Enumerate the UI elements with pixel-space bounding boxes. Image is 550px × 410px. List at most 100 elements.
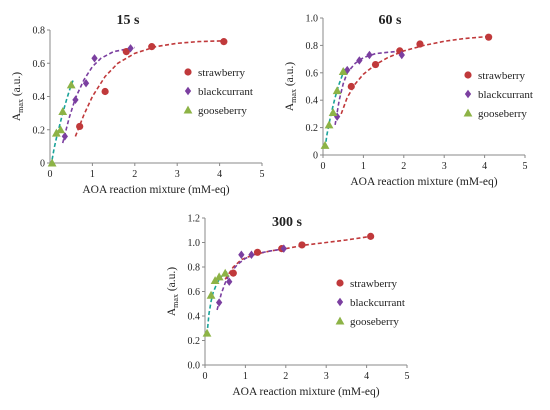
point-strawberry: [76, 122, 84, 131]
chart-panel-1: 15 s 0 0.2 0.4 0.6 0.8 0 1 2 3 4 5 AOA reaction mixt…: [11, 13, 265, 196]
point-gooseberry: [206, 290, 216, 299]
point-strawberry: [347, 82, 355, 91]
y-tick-label: 0.2: [33, 125, 46, 136]
x-tick-label: 5: [260, 169, 265, 180]
y-tick-label: 0.4: [33, 92, 46, 103]
chart-panel-3: 300 s 0.0 0.2 0.4 0.6 0.8 1.0 1.2 0 1 2 3 4 5 AOA reac…: [166, 214, 410, 399]
y-tick-label: 0.4: [188, 312, 201, 323]
legend-label-blackcurrant: blackcurrant: [198, 86, 253, 98]
point-strawberry: [367, 232, 375, 240]
x-axis-label: AOA reaction mixture (mM-eq): [232, 386, 379, 398]
y-tick-label: 1.2: [188, 214, 201, 225]
x-tick-label: 2: [401, 161, 406, 172]
x-tick-label: 3: [175, 169, 180, 180]
point-blackcurrant: [366, 50, 373, 60]
legend-marker-gooseberry: [335, 316, 345, 325]
legend-label-blackcurrant: blackcurrant: [478, 89, 533, 101]
x-tick-label: 3: [324, 371, 329, 382]
fit-curve-gooseberry: [324, 68, 346, 149]
point-strawberry: [148, 43, 156, 51]
chart-title: 300 s: [272, 215, 303, 230]
x-tick-label: 5: [523, 161, 528, 172]
y-tick-label: 0.6: [306, 68, 319, 79]
legend-marker-strawberry: [336, 279, 344, 287]
point-gooseberry: [324, 120, 334, 129]
fit-curve-gooseberry: [51, 79, 75, 160]
legend-marker-blackcurrant: [184, 86, 192, 96]
fit-curve-strawberry: [74, 40, 224, 137]
y-tick-label: 0.6: [188, 287, 201, 298]
fit-curve-strawberry: [224, 235, 371, 280]
chart-panel-2: 60 s 0 0.2 0.4 0.6 0.8 1.0 0 1 2 3 4 5 AOA reaction m…: [284, 13, 533, 188]
point-strawberry: [220, 38, 228, 46]
x-tick-label: 0: [48, 169, 53, 180]
y-tick-label: 0.2: [188, 336, 201, 347]
y-tick-label: 1.0: [306, 14, 319, 25]
point-gooseberry: [66, 80, 76, 89]
chart-title: 60 s: [379, 13, 403, 28]
point-blackcurrant: [356, 56, 363, 65]
y-tick-label: 0: [313, 151, 318, 162]
x-tick-label: 1: [243, 371, 248, 382]
point-blackcurrant: [72, 95, 79, 105]
point-gooseberry: [328, 108, 338, 117]
legend-label-strawberry: strawberry: [198, 67, 246, 79]
fit-curve-blackcurrant: [61, 46, 135, 144]
point-gooseberry: [338, 67, 348, 75]
legend-marker-gooseberry: [183, 105, 193, 114]
chart-title: 15 s: [117, 13, 141, 28]
point-gooseberry: [214, 272, 224, 281]
y-tick-label: 0.4: [306, 96, 319, 107]
legend-marker-blackcurrant: [464, 89, 472, 99]
legend: strawberry blackcurrant gooseberry: [335, 278, 405, 328]
point-blackcurrant: [82, 79, 90, 88]
y-axis-label: Amax (a.u.): [166, 267, 180, 316]
y-tick-label: 0.8: [188, 263, 201, 274]
fit-curve-blackcurrant: [334, 50, 404, 126]
point-gooseberry: [320, 141, 330, 149]
x-tick-label: 4: [482, 161, 487, 172]
point-blackcurrant: [248, 250, 255, 259]
point-gooseberry: [220, 268, 230, 277]
legend-label-gooseberry: gooseberry: [350, 316, 399, 328]
x-tick-label: 2: [283, 371, 288, 382]
y-tick-label: 0.6: [33, 59, 46, 70]
legend-marker-strawberry: [184, 68, 192, 76]
point-blackcurrant: [238, 250, 245, 259]
fit-curve-gooseberry: [206, 271, 228, 335]
point-strawberry: [485, 33, 493, 41]
point-blackcurrant: [127, 44, 134, 53]
y-axis-label: Amax (a.u.): [284, 62, 298, 111]
legend-marker-blackcurrant: [336, 297, 344, 307]
point-blackcurrant: [226, 277, 233, 286]
point-strawberry: [371, 60, 380, 69]
y-tick-label: 0.0: [188, 361, 201, 372]
y-tick-label: 0.8: [306, 41, 319, 52]
legend: strawberry blackcurrant gooseberry: [463, 70, 533, 120]
x-axis-label: AOA reaction mixture (mM-eq): [82, 184, 229, 196]
point-gooseberry: [56, 125, 65, 134]
y-tick-label: 0.8: [33, 26, 46, 37]
legend-marker-strawberry: [464, 71, 472, 79]
x-tick-label: 1: [361, 161, 366, 172]
point-blackcurrant: [280, 244, 287, 253]
x-axis-label: AOA reaction mixture (mM-eq): [350, 176, 497, 188]
fit-curve-blackcurrant: [216, 247, 286, 311]
point-strawberry: [253, 248, 262, 256]
point-strawberry: [122, 48, 130, 56]
x-tick-label: 1: [90, 169, 95, 180]
point-gooseberry: [51, 128, 61, 137]
y-axis-label: Amax (a.u.): [11, 72, 25, 121]
y-tick-label: 0: [40, 159, 45, 170]
point-gooseberry: [58, 107, 68, 115]
legend-marker-gooseberry: [463, 108, 473, 117]
point-gooseberry: [202, 328, 212, 337]
x-tick-label: 0: [321, 161, 326, 172]
legend: strawberry blackcurrant gooseberry: [183, 67, 253, 117]
x-tick-label: 3: [442, 161, 447, 172]
legend-label-gooseberry: gooseberry: [478, 108, 527, 120]
legend-label-gooseberry: gooseberry: [198, 105, 247, 117]
legend-label-strawberry: strawberry: [478, 70, 526, 82]
point-blackcurrant: [91, 54, 98, 63]
